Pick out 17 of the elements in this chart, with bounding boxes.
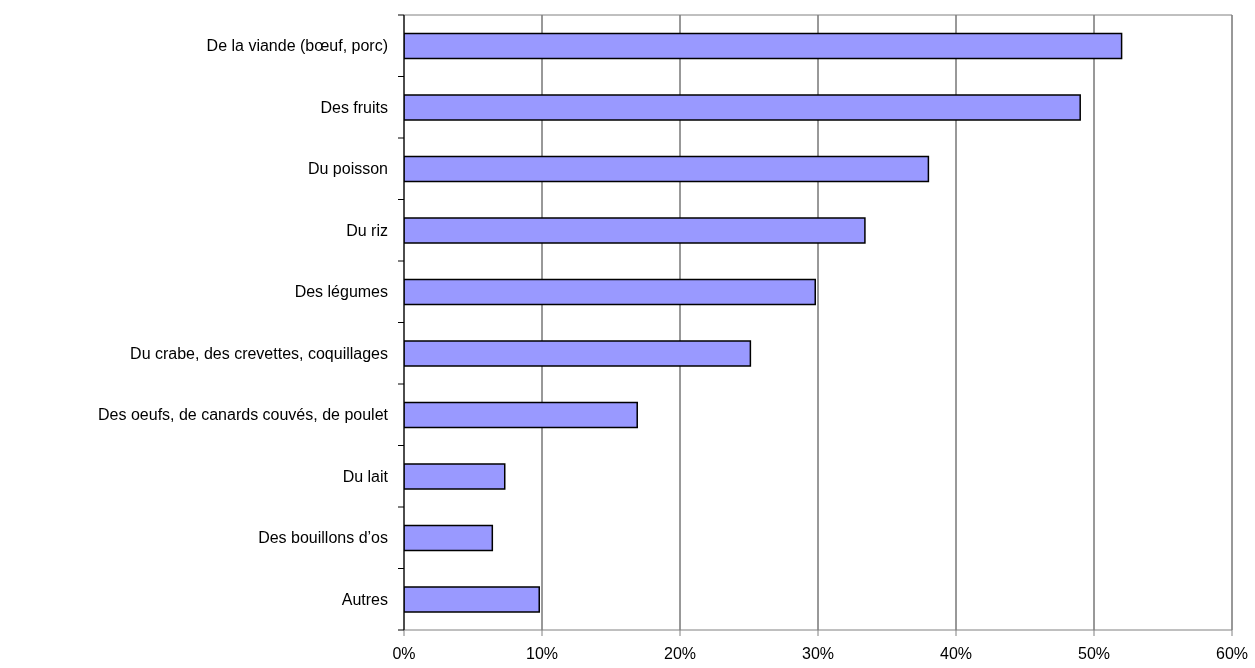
x-tick-label: 10% (525, 645, 559, 663)
x-tick-label: 30% (801, 645, 835, 663)
y-tick-label: Du poisson (307, 160, 388, 178)
y-tick-label: Autres (341, 590, 388, 608)
x-tick-label: 60% (1215, 645, 1249, 663)
y-tick-label: Du crabe, des crevettes, coquillages (130, 344, 388, 362)
y-tick-label: Du lait (342, 467, 389, 485)
y-tick-label: Des fruits (320, 98, 388, 116)
x-tick-label: 50% (1077, 645, 1111, 663)
y-tick-label: Du riz (346, 221, 388, 239)
y-tick-label: De la viande (bœuf, porc) (206, 37, 388, 55)
x-tick-label: 40% (939, 645, 973, 663)
x-tick-label: 0% (392, 645, 416, 663)
y-tick-label: Des légumes (294, 283, 388, 301)
y-tick-label: Des oeufs, de canards couvés, de poulet (98, 406, 389, 424)
y-tick-label: Des bouillons d’os (258, 529, 388, 547)
x-tick-label: 20% (663, 645, 697, 663)
